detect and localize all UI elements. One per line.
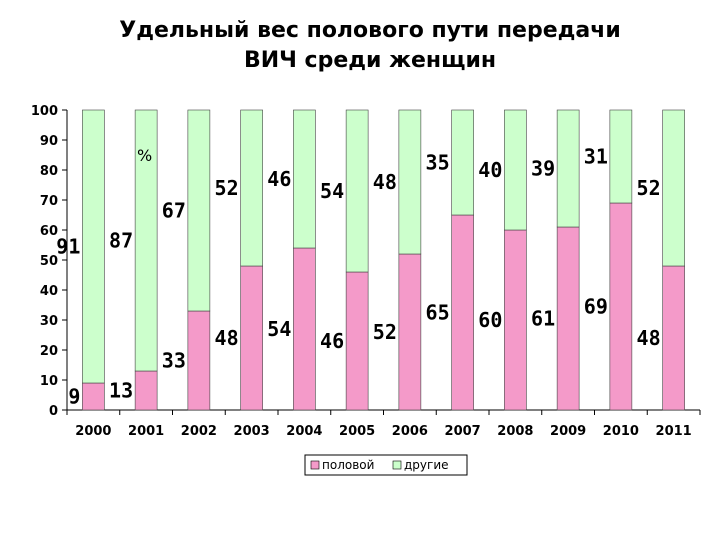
- data-label-drugie: 40: [478, 158, 502, 182]
- data-label-polovoy: 54: [267, 317, 291, 341]
- data-label-polovoy: 65: [426, 301, 450, 325]
- data-label-drugie: 67: [162, 199, 186, 223]
- bar-segment-polovoy: [504, 229, 527, 411]
- data-label-drugie: 31: [584, 145, 608, 169]
- bar-segment-drugie: [345, 109, 369, 273]
- bar-segment-polovoy: [662, 265, 685, 411]
- x-tick-label: 2004: [286, 424, 322, 439]
- data-label-polovoy: 48: [637, 326, 661, 350]
- legend-label-drugie: другие: [404, 458, 449, 472]
- data-label-polovoy: 52: [373, 320, 397, 344]
- x-tick-label: 2003: [234, 424, 270, 439]
- x-tick-label: 2001: [128, 424, 164, 439]
- y-tick-label: 10: [40, 374, 58, 389]
- legend-swatch-polovoy: [310, 460, 320, 470]
- bar-segment-drugie: [240, 109, 263, 267]
- data-label-drugie: 52: [637, 176, 661, 200]
- bar-segment-drugie: [82, 109, 105, 384]
- bar-segment-polovoy: [345, 271, 369, 411]
- data-label-polovoy: 61: [531, 307, 555, 331]
- y-tick-label: 70: [40, 194, 58, 209]
- bar-segment-polovoy: [556, 226, 580, 411]
- bar-segment-polovoy: [293, 247, 316, 411]
- x-tick-label: 2000: [75, 424, 111, 439]
- x-tick-label: 2005: [339, 424, 375, 439]
- y-tick-label: 50: [40, 254, 58, 269]
- x-tick-label: 2010: [603, 424, 639, 439]
- bar-segment-drugie: [451, 109, 474, 216]
- y-tick-label: 40: [40, 284, 58, 299]
- legend-box: [304, 454, 468, 476]
- x-tick-label: 2009: [550, 424, 586, 439]
- bar-segment-polovoy: [609, 202, 633, 411]
- axes: 0 10 20 30 40 50 60 70 80 90 100 2000 2001 2002 2003 20…: [31, 104, 701, 439]
- data-label-drugie: 46: [267, 167, 291, 191]
- data-label-drugie: 35: [426, 151, 450, 175]
- bar-segment-drugie: [556, 109, 580, 228]
- y-tick-label: 20: [40, 344, 58, 359]
- x-tick-label: 2008: [497, 424, 533, 439]
- chart-title-line1: Удельный вес полового пути передачи: [119, 18, 621, 43]
- unit-label: %: [137, 146, 152, 165]
- bar-segment-drugie: [187, 109, 211, 312]
- bar-segment-polovoy: [398, 253, 422, 411]
- x-tick-label: 2007: [445, 424, 481, 439]
- data-label-polovoy: 33: [162, 349, 186, 373]
- data-label-drugie: 39: [531, 157, 555, 181]
- bars: [82, 109, 685, 411]
- data-label-polovoy: 48: [215, 326, 239, 350]
- y-tick-label: 90: [40, 134, 58, 149]
- bar-segment-drugie: [504, 109, 527, 231]
- chart-title: Удельный вес полового пути передачи ВИЧ …: [60, 16, 680, 76]
- data-label-polovoy: 60: [478, 308, 502, 332]
- bar-segment-polovoy: [451, 214, 474, 411]
- x-tick-label: 2011: [656, 424, 692, 439]
- bar-segment-polovoy: [134, 370, 158, 411]
- legend-label-polovoy: половой: [322, 458, 374, 472]
- data-label-polovoy: 46: [320, 329, 344, 353]
- data-label-drugie: 54: [320, 179, 344, 203]
- bar-segment-drugie: [134, 109, 158, 372]
- data-label-polovoy: 9: [68, 385, 80, 409]
- data-label-drugie: 91: [56, 235, 80, 259]
- y-tick-label: 100: [31, 104, 58, 119]
- data-label-polovoy: 69: [584, 295, 608, 319]
- y-tick-label: 60: [40, 224, 58, 239]
- y-tick-label: 80: [40, 164, 58, 179]
- bar-segment-polovoy: [82, 382, 105, 411]
- data-labels: 9 91 13 87 33 67 48 52 54 46 46 54 52 48 65 35 60 40 61 39 6…: [56, 145, 660, 409]
- bar-segment-polovoy: [187, 310, 211, 411]
- bar-segment-polovoy: [240, 265, 263, 411]
- bar-segment-drugie: [662, 109, 685, 267]
- bar-segment-drugie: [398, 109, 422, 255]
- x-tick-label: 2006: [392, 424, 428, 439]
- data-label-drugie: 87: [109, 229, 133, 253]
- legend: половой другие: [304, 454, 468, 476]
- y-tick-label: 0: [49, 404, 58, 419]
- data-label-drugie: 52: [215, 176, 239, 200]
- bar-segment-drugie: [609, 109, 633, 204]
- legend-swatch-drugie: [392, 460, 402, 470]
- y-tick-label: 30: [40, 314, 58, 329]
- data-label-polovoy: 13: [109, 379, 133, 403]
- data-label-drugie: 48: [373, 170, 397, 194]
- chart-title-line2: ВИЧ среди женщин: [243, 48, 497, 73]
- x-tick-label: 2002: [181, 424, 217, 439]
- bar-segment-drugie: [293, 109, 316, 249]
